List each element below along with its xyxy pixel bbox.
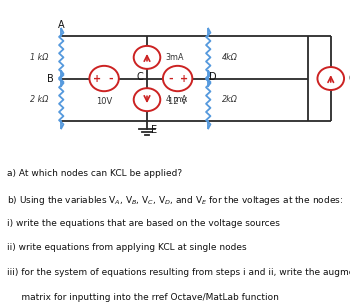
Text: 10V: 10V [96, 97, 112, 106]
Text: +: + [180, 73, 188, 84]
Text: 6 mA: 6 mA [349, 74, 350, 83]
Text: -: - [108, 73, 113, 84]
Circle shape [163, 66, 192, 91]
Text: 3mA: 3mA [166, 53, 184, 62]
Text: 4 mA: 4 mA [166, 95, 187, 104]
Text: 1 kΩ: 1 kΩ [29, 53, 48, 62]
Text: b) Using the variables V$_A$, V$_B$, V$_C$, V$_D$, and V$_E$ for the voltages at: b) Using the variables V$_A$, V$_B$, V$_… [7, 194, 343, 207]
Circle shape [317, 67, 344, 90]
Circle shape [90, 66, 119, 91]
Text: i) write the equations that are based on the voltage sources: i) write the equations that are based on… [7, 219, 280, 228]
Text: B: B [48, 73, 54, 84]
Text: 2 kΩ: 2 kΩ [29, 95, 48, 104]
Text: E: E [150, 125, 157, 135]
Text: A: A [58, 20, 64, 30]
Circle shape [134, 88, 160, 111]
Circle shape [134, 46, 160, 69]
Text: 12 V: 12 V [168, 97, 187, 106]
Text: matrix for inputting into the rref Octave/MatLab function: matrix for inputting into the rref Octav… [7, 293, 279, 302]
Text: ii) write equations from applying KCL at single nodes: ii) write equations from applying KCL at… [7, 243, 247, 252]
Text: 4kΩ: 4kΩ [222, 53, 237, 62]
Text: iii) for the system of equations resulting from steps i and ii, write the augmen: iii) for the system of equations resulti… [7, 268, 350, 277]
Text: D: D [209, 72, 217, 82]
Text: C: C [137, 72, 143, 82]
Text: a) At which nodes can KCL be applied?: a) At which nodes can KCL be applied? [7, 169, 182, 178]
Text: 2kΩ: 2kΩ [222, 95, 237, 104]
Text: +: + [93, 73, 101, 84]
Text: -: - [169, 73, 173, 84]
